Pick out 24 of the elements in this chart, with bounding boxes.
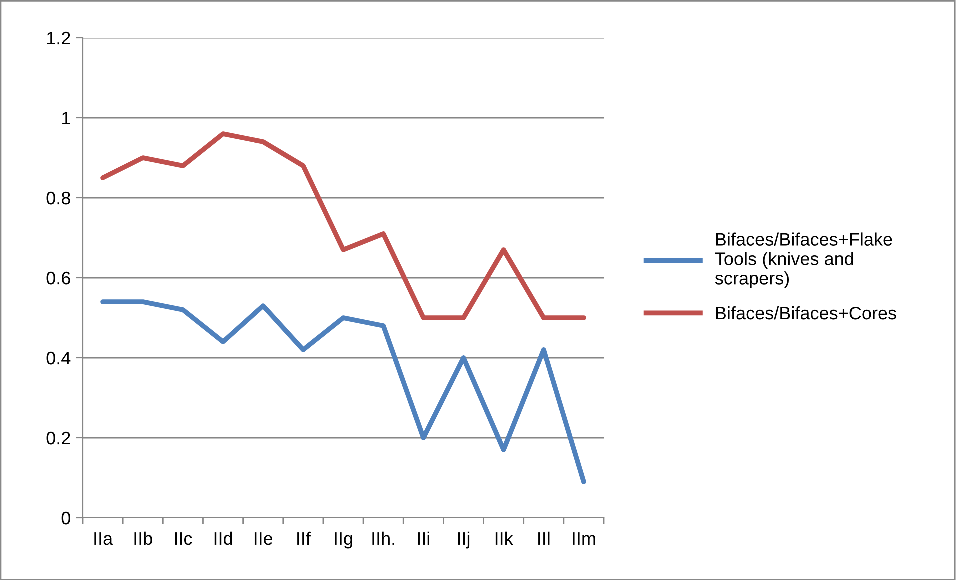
y-tick-label: 0.2 xyxy=(46,432,70,445)
x-tick-label: IIi xyxy=(418,532,430,545)
x-tick-label: IIg xyxy=(335,532,352,549)
x-tick-label: IIf xyxy=(298,532,311,545)
x-tick-label: IIb xyxy=(134,532,152,546)
x-tick-label: IIc xyxy=(175,532,192,546)
x-tick-label: IIm xyxy=(573,532,596,545)
x-tick-label: IIl xyxy=(538,532,550,545)
x-tick-label: IIk xyxy=(496,532,514,545)
x-tick-label: IIh. xyxy=(372,532,394,545)
y-tick-label: 0.8 xyxy=(46,192,70,205)
y-tick-label: 0.6 xyxy=(46,272,70,285)
y-tick-label: 0.4 xyxy=(46,352,71,365)
y-tick-label: 1 xyxy=(62,112,70,125)
x-tick-label: IIj xyxy=(458,532,470,549)
line-series xyxy=(100,300,586,484)
legend-label: Bifaces/Bifaces+Cores xyxy=(716,306,896,320)
y-tick-label: 1.2 xyxy=(47,32,70,45)
x-tick-label: IIe xyxy=(254,532,273,546)
x-tick-label: IId xyxy=(214,532,232,546)
x-tick-label: IIa xyxy=(94,532,114,546)
line-series xyxy=(100,132,586,320)
legend-label: Bifaces/Bifaces+Flake Tools (knives and scrapers) xyxy=(715,232,892,288)
y-tick-label: 0 xyxy=(62,512,70,525)
